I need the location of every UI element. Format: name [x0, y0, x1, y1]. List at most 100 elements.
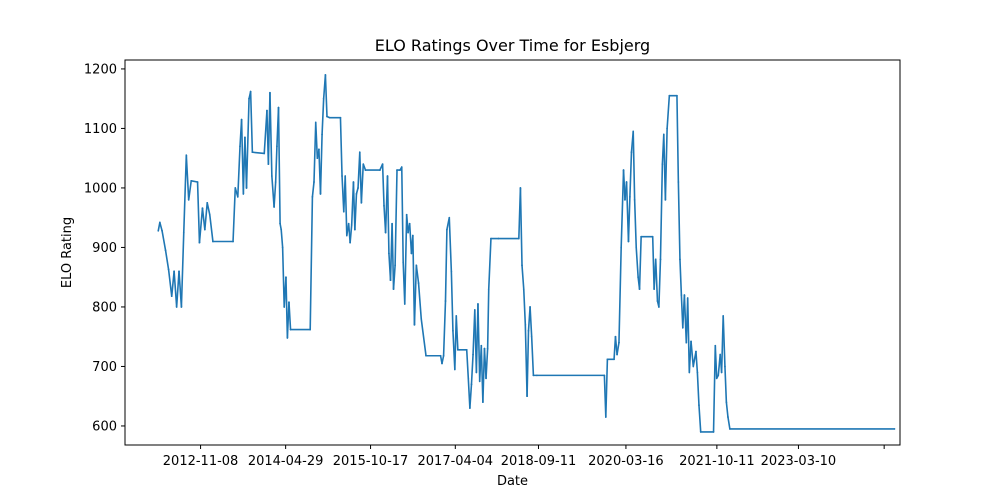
data-point	[206, 202, 209, 204]
data-point	[717, 374, 720, 377]
data-point	[394, 264, 396, 267]
data-point	[266, 109, 268, 112]
series-segment	[251, 151, 266, 155]
series-segment	[180, 231, 185, 308]
series-segment	[677, 181, 681, 261]
data-point	[314, 121, 317, 124]
series-segment	[245, 97, 250, 189]
data-point	[276, 145, 278, 148]
data-point	[237, 196, 239, 198]
x-tick-label: 2017-04-04	[418, 454, 494, 469]
series-segment	[167, 268, 173, 298]
series-segment	[344, 175, 348, 237]
series-segment	[455, 315, 459, 351]
data-point	[408, 222, 411, 225]
data-point	[345, 234, 348, 237]
data-point	[362, 163, 365, 165]
y-tick-label: 700	[92, 360, 117, 375]
data-point	[425, 354, 427, 357]
series-segment	[206, 202, 211, 216]
data-point	[469, 407, 471, 409]
data-point	[185, 154, 188, 157]
y-tick-label: 1200	[84, 62, 117, 77]
data-point	[285, 276, 287, 278]
data-point	[212, 240, 214, 243]
data-point	[410, 252, 413, 255]
data-point	[486, 347, 489, 350]
data-point	[402, 261, 404, 264]
series-segment	[355, 187, 359, 195]
data-point	[277, 106, 280, 109]
series-segment	[237, 145, 241, 198]
series-segment	[686, 297, 691, 374]
data-point	[324, 74, 327, 76]
data-point	[658, 306, 660, 308]
series-segment	[722, 315, 726, 368]
data-point	[420, 318, 423, 320]
data-point	[714, 344, 717, 347]
data-point	[196, 181, 199, 183]
y-tick-label: 600	[92, 419, 117, 434]
series-segment	[654, 258, 659, 302]
data-point	[201, 207, 204, 209]
series-segment	[190, 180, 199, 183]
series-segment	[724, 365, 728, 403]
series-segment	[605, 358, 609, 418]
data-point	[893, 428, 896, 430]
chart-title: ELO Ratings Over Time for Esbjerg	[375, 36, 650, 55]
data-point	[477, 303, 479, 305]
series-segment	[198, 207, 204, 244]
data-point	[161, 229, 163, 232]
data-point	[446, 228, 448, 231]
data-point	[364, 169, 367, 171]
series-segment	[196, 181, 201, 244]
data-point	[729, 428, 731, 430]
data-point	[328, 116, 331, 119]
series-segment	[696, 371, 700, 406]
x-tick-label: 2021-10-11	[679, 454, 755, 469]
data-point	[283, 306, 286, 308]
series-segment	[173, 270, 178, 308]
data-point	[685, 341, 688, 344]
series-segment	[386, 175, 390, 255]
series-segment	[529, 306, 533, 338]
data-point	[613, 358, 615, 361]
data-point	[263, 152, 266, 155]
data-point	[417, 282, 420, 284]
data-point	[662, 133, 665, 136]
data-point	[624, 199, 626, 201]
data-point	[354, 228, 356, 231]
data-point	[381, 163, 384, 165]
data-point	[605, 416, 607, 418]
series-segment	[204, 202, 209, 231]
data-point	[384, 231, 387, 234]
data-point	[659, 258, 662, 261]
data-point	[178, 270, 180, 273]
data-point	[190, 180, 193, 182]
data-point	[360, 202, 363, 204]
y-tick-label: 1100	[84, 122, 117, 137]
series-layer	[157, 74, 896, 433]
data-point	[519, 187, 522, 189]
series-segment	[627, 196, 631, 243]
data-point	[313, 181, 315, 183]
data-point	[475, 371, 478, 374]
data-point	[625, 181, 628, 183]
data-point	[682, 326, 684, 329]
series-segment	[521, 264, 525, 290]
data-point	[316, 157, 319, 159]
data-point	[318, 148, 320, 151]
data-point	[480, 344, 483, 347]
data-point	[529, 306, 531, 308]
data-point	[379, 169, 381, 171]
data-point	[720, 371, 723, 374]
data-point	[724, 365, 726, 368]
series-segment	[415, 264, 420, 284]
data-point	[536, 374, 538, 377]
data-point	[251, 151, 254, 154]
data-point	[208, 213, 211, 216]
data-point	[712, 431, 715, 433]
data-point	[695, 350, 697, 353]
data-point	[454, 368, 456, 371]
series-segment	[469, 383, 473, 409]
